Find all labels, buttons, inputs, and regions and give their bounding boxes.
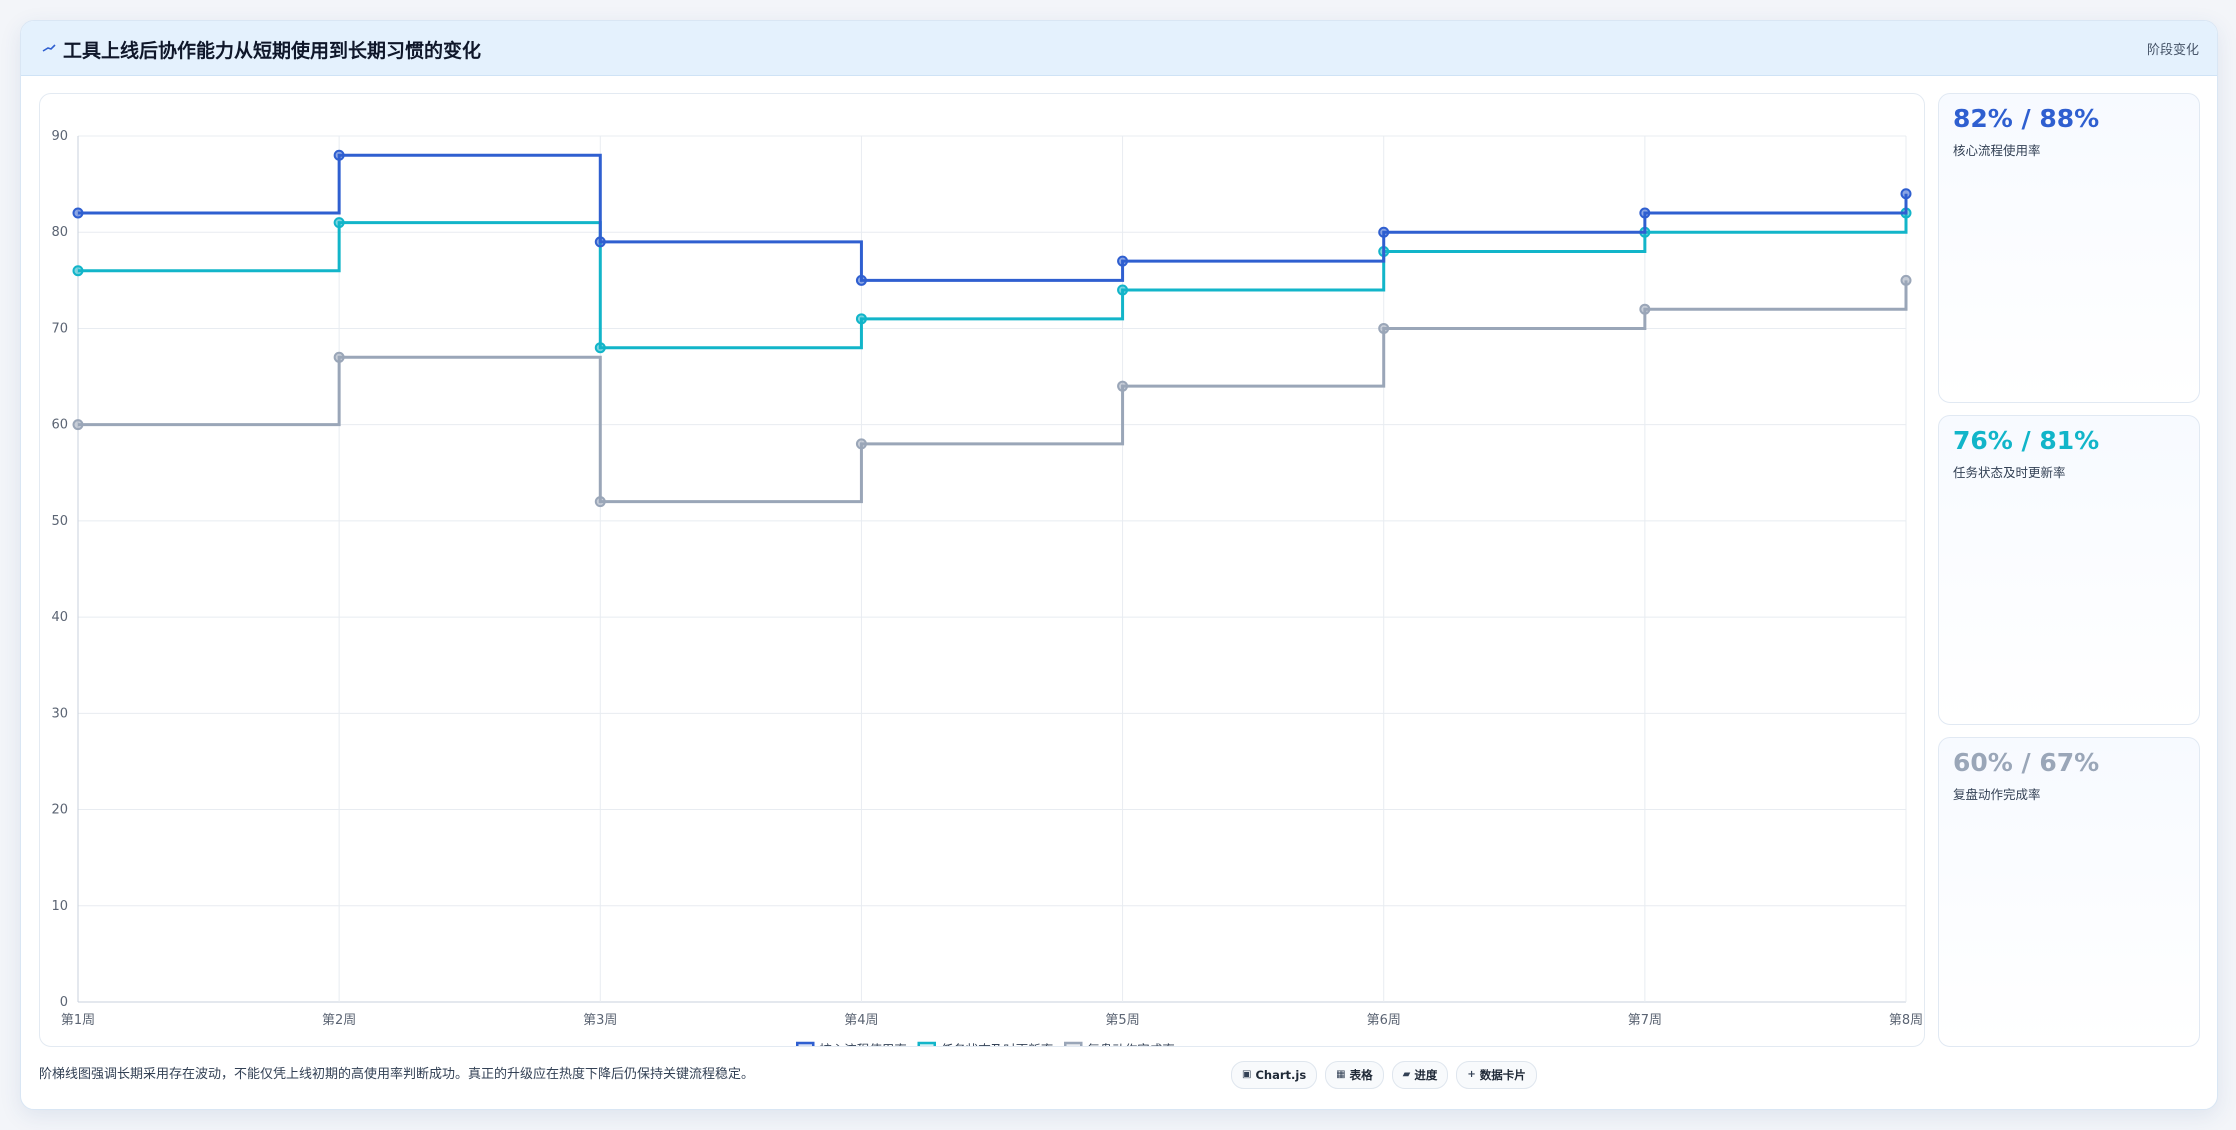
x-tick-label: 第4周: [844, 1013, 878, 1028]
y-tick-label: 70: [51, 321, 68, 336]
y-tick-label: 10: [51, 899, 68, 914]
y-tick-label: 90: [51, 129, 68, 144]
series-line: [78, 212, 1908, 350]
data-point: [594, 342, 606, 354]
data-point: [1639, 303, 1651, 315]
progress-icon: ▰: [1402, 1069, 1411, 1080]
stat-value: 60% / 67%: [1953, 748, 2100, 777]
y-tick-label: 20: [51, 803, 68, 818]
header-bar: 工具上线后协作能力从短期使用到长期习惯的变化 阶段变化: [21, 21, 2217, 76]
chip-label: 进度: [1414, 1068, 1438, 1082]
plus-icon: +: [1467, 1069, 1476, 1080]
trend-line-icon: [42, 44, 56, 52]
dashboard-card: 工具上线后协作能力从短期使用到长期习惯的变化 阶段变化 0 10 20 30 40 50 6…: [20, 20, 2218, 1110]
footer-note: 阶梯线图强调长期采用存在波动，不能仅凭上线初期的高使用率判断成功。真正的升级应在…: [39, 1067, 755, 1082]
stat-value: 76% / 81%: [1953, 426, 2100, 455]
y-tick-label: 50: [51, 514, 68, 529]
data-point: [1117, 255, 1129, 267]
chip-label: 表格: [1349, 1068, 1373, 1082]
data-point: [1378, 226, 1390, 238]
data-point: [594, 496, 606, 508]
chip-table[interactable]: ▦ 表格: [1325, 1061, 1384, 1089]
stat-card-core: 82% / 88% 核心流程使用率: [1938, 93, 2200, 403]
x-tick-label: 第5周: [1105, 1013, 1139, 1028]
stat-label: 核心流程使用率: [1953, 143, 2041, 158]
stat-label: 任务状态及时更新率: [1953, 465, 2066, 480]
y-tick-label: 30: [51, 706, 68, 721]
stage-change-tag[interactable]: 阶段变化: [2146, 43, 2199, 58]
data-point: [333, 351, 345, 363]
legend-swatch: [796, 1041, 815, 1046]
x-tick-label: 第3周: [583, 1013, 617, 1028]
table-icon: ▦: [1336, 1069, 1346, 1080]
legend-swatch: [917, 1041, 936, 1046]
y-tick-label: 0: [60, 995, 68, 1010]
data-point: [72, 207, 84, 219]
data-point: [1900, 188, 1912, 200]
series-line: [78, 153, 1908, 282]
step-line-chart: 0 10 20 30 40 50 60 70 80 90 第1周 第2周 第3周 第4周 第5周 第6周 第7周…: [51, 129, 1923, 1046]
stat-card-task: 76% / 81% 任务状态及时更新率: [1938, 415, 2200, 725]
data-point: [855, 274, 867, 286]
chart-icon: ▣: [1242, 1069, 1252, 1080]
data-point: [594, 236, 606, 248]
data-point: [855, 438, 867, 450]
data-point: [72, 265, 84, 277]
y-tick-label: 60: [51, 418, 68, 433]
data-point: [1117, 380, 1129, 392]
x-tick-label: 第7周: [1628, 1013, 1662, 1028]
legend-label: 核心流程使用率: [819, 1042, 907, 1046]
chip-row: ▣ Chart.js ▦ 表格 ▰ 进度 + 数据卡片: [1231, 1061, 1537, 1089]
stat-card-review: 60% / 67% 复盘动作完成率: [1938, 737, 2200, 1047]
chip-label: Chart.js: [1255, 1068, 1307, 1082]
chart-panel: 0 10 20 30 40 50 60 70 80 90 第1周 第2周 第3周 第4周 第5周 第6周 第7周…: [39, 93, 1925, 1047]
y-tick-label: 40: [51, 610, 68, 625]
legend-label: 任务状态及时更新率: [941, 1042, 1054, 1046]
chip-progress[interactable]: ▰ 进度: [1391, 1061, 1449, 1089]
page-title: 工具上线后协作能力从短期使用到长期习惯的变化: [63, 40, 482, 62]
legend-label: 复盘动作完成率: [1087, 1042, 1175, 1046]
data-point: [855, 313, 867, 325]
stat-value: 82% / 88%: [1953, 104, 2100, 133]
series-line: [78, 280, 1908, 504]
data-point: [72, 419, 84, 431]
chip-chartjs[interactable]: ▣ Chart.js: [1231, 1061, 1318, 1089]
chip-label: 数据卡片: [1479, 1068, 1526, 1082]
x-tick-label: 第6周: [1367, 1013, 1401, 1028]
x-tick-label: 第2周: [322, 1013, 356, 1028]
data-point: [333, 217, 345, 229]
data-point: [1378, 322, 1390, 334]
data-point: [1900, 274, 1912, 286]
legend-swatch: [1064, 1041, 1083, 1046]
x-tick-label: 第1周: [61, 1013, 95, 1028]
stat-label: 复盘动作完成率: [1953, 787, 2041, 802]
y-tick-label: 80: [51, 225, 68, 240]
data-point: [333, 149, 345, 161]
data-point: [1639, 207, 1651, 219]
data-point: [1117, 284, 1129, 296]
chip-data-card[interactable]: + 数据卡片: [1456, 1061, 1537, 1089]
x-tick-label: 第8周: [1889, 1013, 1923, 1028]
